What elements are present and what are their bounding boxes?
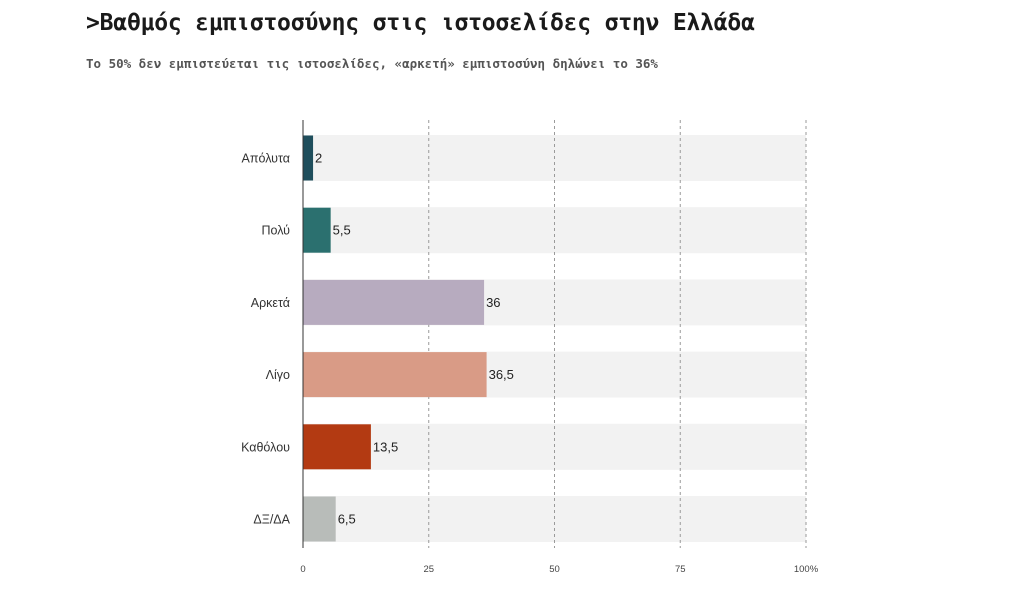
- category-label: Καθόλου: [241, 440, 290, 454]
- chart-subtitle: Το 50% δεν εμπιστεύεται τις ιστοσελίδες,…: [86, 56, 658, 71]
- bar: [303, 279, 485, 325]
- bar: [303, 207, 331, 253]
- category-label: Λίγο: [266, 368, 290, 382]
- x-tick-label: 0: [300, 564, 305, 575]
- data-label: 6,5: [338, 512, 356, 527]
- category-label: Απόλυτα: [242, 152, 290, 166]
- data-label: 2: [315, 151, 322, 166]
- category-label: Πολύ: [261, 224, 290, 238]
- x-tick-label: 75: [675, 564, 686, 575]
- bar: [303, 352, 487, 398]
- bar: [303, 496, 336, 542]
- bar: [303, 135, 314, 181]
- data-label: 36,5: [489, 367, 514, 382]
- x-tick-label: 100%: [794, 564, 819, 575]
- gridlines: [428, 120, 807, 548]
- x-tick-label: 25: [423, 564, 434, 575]
- labels: 0 25 50 75 100% Απόλυτα 2 Πολύ 5,5 Αρκετά 36 Λίγο 36…: [241, 151, 819, 576]
- bars: [303, 135, 487, 542]
- category-label: Αρκετά: [251, 296, 290, 310]
- data-label: 5,5: [333, 223, 351, 238]
- bar: [303, 424, 371, 470]
- chart-title: >Βαθμός εμπιστοσύνης στις ιστοσελίδες στ…: [86, 10, 755, 36]
- category-label: ΔΞ/ΔΑ: [253, 513, 290, 527]
- data-label: 13,5: [373, 439, 398, 454]
- data-label: 36: [486, 295, 500, 310]
- x-tick-label: 50: [549, 564, 560, 575]
